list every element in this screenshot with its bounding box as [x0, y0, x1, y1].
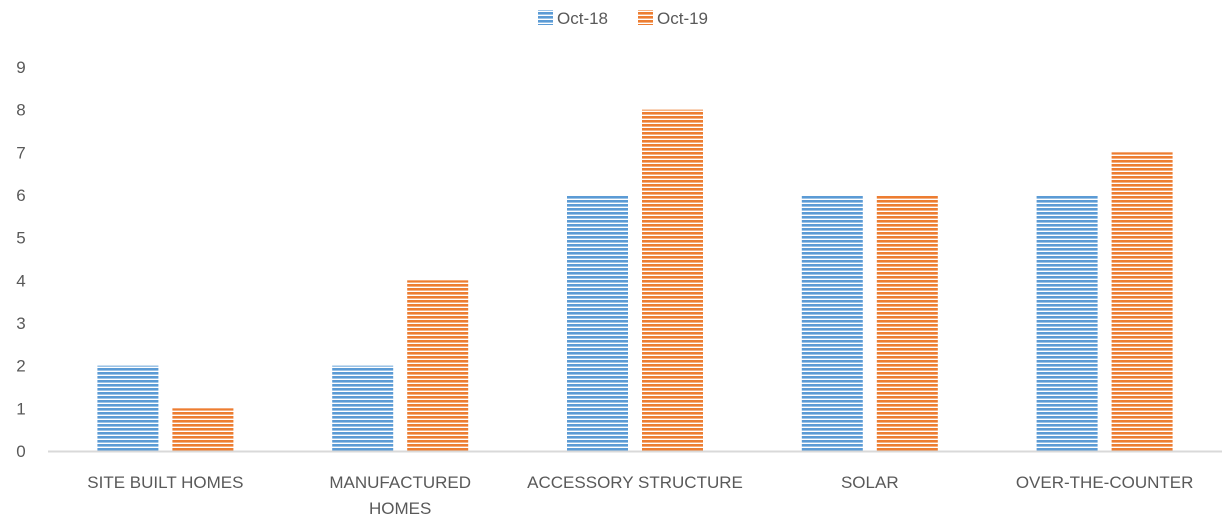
y-tick-label: 4 — [16, 271, 25, 290]
category-label: MANUFACTURED HOMES — [329, 473, 471, 518]
y-tick-label: 8 — [16, 101, 25, 120]
category-label: SOLAR — [841, 473, 899, 492]
bar-oct-19-1 — [407, 280, 469, 451]
bar-oct-18-2 — [567, 195, 628, 451]
y-tick-label: 9 — [16, 58, 25, 77]
x-axis: SITE BUILT HOMES MANUFACTURED HOMES ACCESSO… — [48, 450, 1222, 518]
y-axis: 0 1 2 3 4 5 6 7 8 9 — [16, 58, 25, 461]
y-tick-label: 2 — [16, 357, 25, 376]
legend: Oct-18 Oct-19 — [538, 9, 708, 28]
legend-item-oct-18: Oct-18 — [538, 9, 608, 28]
y-tick-label: 0 — [16, 442, 25, 461]
bars — [97, 109, 1173, 452]
y-tick-label: 3 — [16, 314, 25, 333]
bar-oct-19-0 — [172, 408, 234, 451]
bar-oct-19-4 — [1111, 152, 1173, 452]
legend-item-oct-19: Oct-19 — [638, 9, 708, 28]
legend-swatch — [638, 10, 653, 25]
bar-oct-18-4 — [1036, 195, 1098, 451]
bar-oct-19-3 — [876, 195, 938, 451]
bar-oct-18-3 — [801, 195, 863, 451]
bar-oct-18-0 — [97, 365, 159, 451]
y-tick-label: 1 — [16, 399, 25, 418]
legend-label: Oct-18 — [557, 9, 608, 28]
bar-oct-18-1 — [332, 365, 394, 451]
category-label: SITE BUILT HOMES — [87, 473, 243, 492]
category-label: ACCESSORY STRUCTURE — [527, 473, 743, 492]
y-tick-label: 7 — [16, 143, 25, 162]
y-tick-label: 6 — [16, 186, 25, 205]
legend-swatch — [538, 10, 553, 25]
y-tick-label: 5 — [16, 229, 25, 248]
legend-label: Oct-19 — [657, 9, 708, 28]
bar-oct-19-2 — [642, 109, 703, 452]
category-label: OVER-THE-COUNTER — [1016, 473, 1194, 492]
